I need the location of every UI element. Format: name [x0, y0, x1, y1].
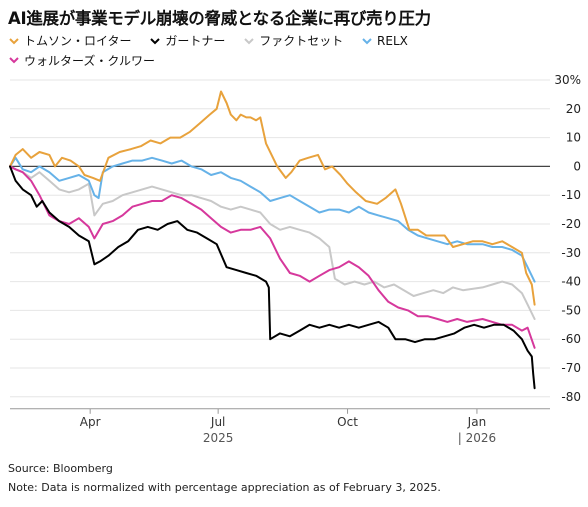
legend-item-thomson-reuters: トムソン・ロイター [8, 33, 132, 50]
x-tick-label: Jan [467, 415, 487, 429]
legend-check-icon [9, 57, 19, 64]
y-tick-label: -20 [561, 217, 581, 231]
legend-check-icon [362, 37, 372, 44]
y-tick-label: -40 [561, 275, 581, 289]
x-year-label: 2025 [203, 431, 234, 445]
legend-item-wolters-kluwer: ウォルターズ・クルワー [8, 53, 155, 70]
legend-label: ウォルターズ・クルワー [24, 53, 156, 68]
x-tick-label: Jul [210, 415, 225, 429]
x-tick-label: Oct [337, 415, 358, 429]
series-line-0 [9, 90, 536, 306]
y-tick-label: -60 [561, 332, 581, 346]
chart-title: AI進展が事業モデル崩壊の脅威となる企業に再び売り圧力 [8, 9, 431, 28]
legend-label: ファクトセット [259, 34, 344, 48]
legend-item-gartner: ガートナー [149, 33, 225, 50]
series-line-4 [9, 165, 536, 349]
y-tick-label: -70 [561, 361, 581, 375]
legend-label: ガートナー [165, 34, 226, 48]
line-chart: 30% 20 10 0 -10 -20 -30 -40 -50 -60 -70 -80 Apr Jul Oc… [9, 73, 581, 445]
y-tick-label: -30 [561, 246, 581, 260]
y-tick-label: 20 [566, 102, 581, 116]
series-line-1 [9, 165, 536, 390]
legend-check-icon [150, 37, 161, 44]
x-tick-label: Apr [80, 415, 101, 429]
chart-legend: トムソン・ロイター ガートナー ファクトセット RELX ウォルターズ・クルワー [8, 33, 568, 72]
legend-check-icon [9, 37, 19, 44]
series-line-2 [9, 165, 536, 320]
y-tick-label: -80 [561, 390, 581, 404]
legend-label: RELX [377, 34, 408, 48]
y-tick-label: 10 [566, 131, 581, 145]
legend-item-factset: ファクトセット [243, 33, 343, 50]
x-year-label: | 2026 [458, 431, 496, 445]
legend-item-relx: RELX [361, 33, 408, 50]
data-note: Note: Data is normalized with percentage… [8, 481, 441, 494]
series-line-3 [9, 156, 536, 283]
y-tick-label: -10 [561, 188, 581, 202]
y-tick-label: 30% [554, 73, 581, 87]
legend-check-icon [244, 37, 254, 44]
legend-label: トムソン・ロイター [24, 34, 132, 48]
y-tick-label: 0 [573, 159, 581, 173]
source-note: Source: Bloomberg [8, 462, 113, 475]
y-tick-label: -50 [561, 303, 581, 317]
